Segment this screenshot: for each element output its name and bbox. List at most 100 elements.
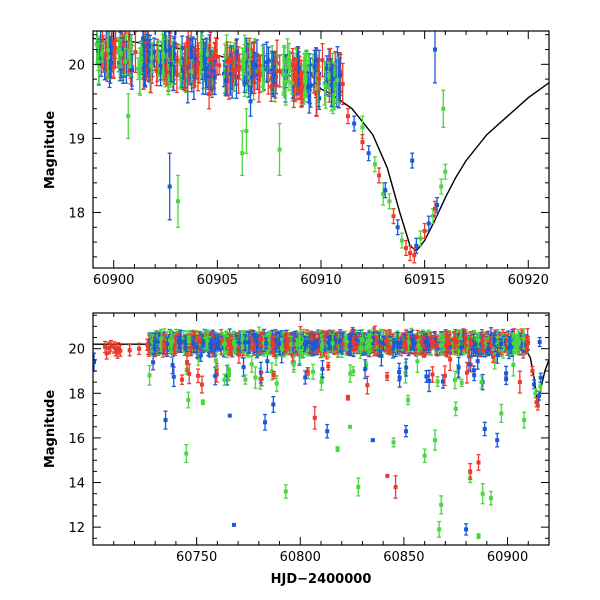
top-data-point (290, 83, 295, 88)
top-peak-point (399, 238, 404, 243)
bottom-data-point (435, 379, 440, 384)
top-data-point (145, 51, 150, 56)
top-data-point (198, 51, 203, 56)
top-data-point (204, 66, 209, 71)
top-data-point (271, 72, 276, 77)
top-peak-point (345, 114, 350, 119)
top-data-point (302, 63, 307, 68)
top-peak-point (422, 228, 427, 233)
bottom-data-point (430, 372, 435, 377)
bottom-data-point (170, 363, 175, 368)
top-peak-point (414, 243, 419, 248)
top-data-point (287, 64, 292, 69)
top-data-point (147, 59, 152, 64)
top-data-point (332, 87, 337, 92)
top-data-point (320, 58, 325, 63)
bottom-data-point (511, 362, 516, 367)
top-outlier-point (244, 128, 249, 133)
top-peak-point (352, 121, 357, 126)
top-data-point (196, 60, 201, 65)
top-y-tick-label: 20 (68, 58, 85, 73)
bottom-data-point (179, 377, 184, 382)
top-data-point (187, 59, 192, 64)
bottom-data-point (489, 333, 494, 338)
top-peak-point (435, 203, 440, 208)
top-data-point (294, 73, 299, 78)
bottom-points-group (93, 325, 543, 539)
top-data-point (111, 40, 116, 45)
top-outlier-point (126, 114, 131, 119)
top-peak-point (433, 206, 437, 211)
top-data-point (105, 48, 110, 53)
top-data-point (205, 52, 210, 57)
top-peak-point (387, 199, 392, 204)
top-y-tick-label: 19 (68, 132, 85, 147)
top-data-point (314, 91, 319, 96)
top-data-point (299, 85, 304, 90)
top-data-point (162, 42, 167, 47)
top-data-point (245, 62, 250, 67)
top-data-point (324, 66, 329, 71)
top-data-point (120, 43, 125, 48)
bottom-data-point (265, 359, 270, 364)
top-data-point (207, 56, 212, 61)
top-peak-point (403, 246, 408, 251)
top-data-point (112, 50, 117, 55)
top-data-point (217, 63, 222, 68)
top-data-point (200, 69, 205, 74)
top-x-tick-label: 60900 (93, 273, 134, 288)
top-data-point (123, 59, 128, 64)
top-data-point (197, 68, 202, 73)
top-data-point (303, 79, 308, 84)
top-data-point (116, 48, 121, 53)
bottom-data-point (326, 364, 331, 369)
top-data-point (288, 58, 293, 63)
top-data-point (113, 38, 118, 43)
top-x-tick-label: 60920 (508, 273, 549, 288)
bottom-data-point (147, 373, 152, 378)
top-peak-point (391, 214, 396, 219)
top-ticks-group: 60900 60905 60910 60915 60920 18 19 20 (68, 31, 550, 288)
top-data-point (310, 62, 315, 67)
top-data-point (96, 60, 101, 65)
top-data-point (312, 64, 317, 69)
top-data-point (142, 63, 147, 68)
top-peak-point (439, 184, 444, 189)
top-data-point (236, 68, 241, 73)
top-outlier-point (207, 91, 212, 96)
top-data-point (240, 59, 245, 64)
top-data-point (143, 53, 148, 58)
bottom-data-point (214, 367, 219, 372)
top-peak-point (360, 140, 365, 145)
top-data-point (315, 86, 320, 91)
top-data-point (227, 57, 232, 62)
top-data-point (118, 51, 123, 56)
top-data-point (254, 53, 259, 58)
top-peak-point (377, 173, 382, 178)
top-peak-point (383, 188, 388, 193)
top-data-point (166, 77, 171, 82)
top-data-point (251, 84, 256, 89)
top-peak-point (426, 221, 431, 226)
top-data-point (210, 64, 215, 69)
bottom-data-point (273, 355, 278, 360)
top-data-point (265, 64, 270, 69)
top-data-point (183, 66, 188, 71)
top-data-point (226, 75, 231, 80)
top-data-point (234, 50, 239, 55)
top-data-point (256, 77, 261, 82)
top-data-point (306, 85, 311, 90)
top-data-point (133, 49, 138, 54)
top-x-tick-label: 60915 (404, 273, 445, 288)
top-data-point (184, 52, 189, 57)
top-data-point (107, 62, 112, 67)
bottom-data-point (207, 344, 212, 349)
top-peak-point (395, 225, 400, 230)
top-data-point (163, 48, 168, 53)
top-peak-point (418, 236, 423, 241)
top-data-point (203, 74, 208, 79)
top-data-point (326, 73, 331, 78)
top-data-point (180, 45, 185, 50)
top-y-tick-label: 18 (68, 206, 85, 221)
